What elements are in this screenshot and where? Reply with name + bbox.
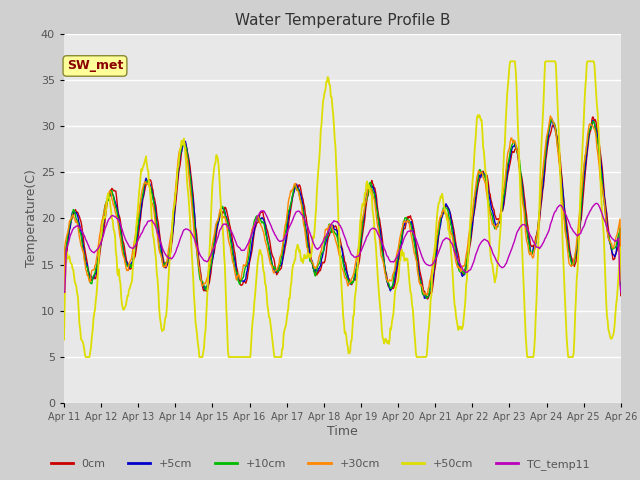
0cm [443, 203, 451, 209]
+30cm [547, 113, 554, 119]
0cm [60, 309, 68, 315]
+10cm [443, 205, 451, 211]
+50cm [444, 217, 451, 223]
+10cm [566, 256, 574, 262]
+50cm [617, 278, 625, 284]
0cm [566, 247, 573, 253]
+10cm [334, 237, 342, 242]
TC_temp11 [206, 253, 214, 259]
Line: 0cm: 0cm [64, 117, 621, 312]
TC_temp11 [592, 201, 600, 206]
+30cm [182, 150, 190, 156]
X-axis label: Time: Time [327, 425, 358, 438]
TC_temp11 [334, 220, 342, 226]
+50cm [183, 178, 191, 183]
+10cm [182, 144, 190, 150]
+10cm [547, 116, 555, 122]
TC_temp11 [443, 235, 451, 241]
Y-axis label: Temperature(C): Temperature(C) [25, 169, 38, 267]
+5cm [388, 285, 396, 290]
0cm [388, 286, 396, 292]
+30cm [60, 297, 68, 303]
+50cm [335, 219, 342, 225]
Line: +50cm: +50cm [64, 61, 621, 357]
0cm [206, 275, 214, 280]
TC_temp11 [388, 259, 396, 264]
+50cm [568, 354, 575, 360]
+50cm [82, 354, 90, 360]
TC_temp11 [60, 289, 68, 295]
+5cm [548, 116, 556, 122]
Title: Water Temperature Profile B: Water Temperature Profile B [235, 13, 450, 28]
+50cm [60, 337, 68, 343]
+30cm [388, 277, 396, 283]
+10cm [388, 284, 396, 289]
Text: SW_met: SW_met [67, 60, 123, 72]
+10cm [617, 283, 625, 289]
0cm [589, 114, 596, 120]
+5cm [443, 203, 451, 208]
+10cm [60, 300, 68, 305]
+30cm [334, 245, 342, 251]
+30cm [617, 278, 625, 284]
TC_temp11 [617, 289, 625, 295]
0cm [182, 143, 190, 149]
Line: +10cm: +10cm [64, 119, 621, 302]
+5cm [566, 254, 574, 260]
TC_temp11 [182, 226, 190, 232]
+50cm [207, 216, 215, 222]
0cm [334, 229, 342, 235]
+50cm [506, 59, 514, 64]
0cm [617, 293, 625, 299]
+5cm [60, 307, 68, 312]
+5cm [182, 143, 190, 148]
Line: TC_temp11: TC_temp11 [64, 204, 621, 292]
Legend: 0cm, +5cm, +10cm, +30cm, +50cm, TC_temp11: 0cm, +5cm, +10cm, +30cm, +50cm, TC_temp1… [46, 455, 594, 474]
Line: +30cm: +30cm [64, 116, 621, 300]
+30cm [443, 211, 451, 216]
+30cm [206, 259, 214, 264]
+5cm [206, 268, 214, 274]
+10cm [206, 265, 214, 271]
+50cm [389, 315, 397, 321]
+5cm [617, 285, 625, 291]
TC_temp11 [566, 221, 573, 227]
Line: +5cm: +5cm [64, 119, 621, 310]
+5cm [334, 233, 342, 239]
+30cm [566, 263, 574, 268]
